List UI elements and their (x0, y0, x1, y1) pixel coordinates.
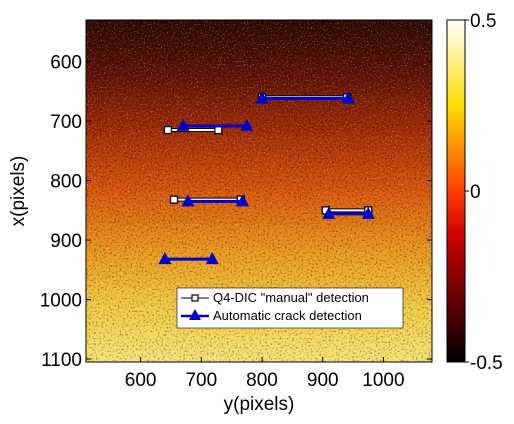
y-tick-label: 1100 (41, 350, 82, 371)
manual-crack-marker (169, 195, 179, 204)
x-tick-label: 600 (125, 370, 157, 391)
auto-crack-marker (158, 252, 172, 265)
y-axis-ticks: 600 700 800 900 1000 1100 (40, 53, 432, 371)
colorbar-tick-label: -0.5 (470, 353, 503, 374)
plot-frame (85, 19, 433, 363)
x-axis-ticks: 600 700 800 900 1000 (125, 20, 405, 391)
legend-auto-marker (189, 309, 201, 320)
legend-manual-marker (191, 294, 199, 302)
legend-manual-label: Q4-DIC "manual" detection (213, 290, 369, 305)
auto-crack-marker (255, 91, 269, 104)
auto-crack-marker (240, 118, 254, 131)
auto-crack-marker (205, 252, 219, 265)
x-tick-label: 900 (307, 370, 339, 391)
auto-crack-marker (361, 206, 375, 219)
y-tick-label: 900 (50, 231, 82, 252)
auto-crack-marker (322, 206, 336, 219)
legend: Q4-DIC "manual" detection Automatic crac… (176, 287, 404, 329)
x-tick-label: 1000 (362, 370, 404, 391)
colorbar-tick-label: 0 (470, 182, 481, 203)
auto-crack-marker (176, 118, 190, 131)
auto-crack-marker (341, 91, 355, 104)
x-tick-label: 700 (185, 370, 217, 391)
x-axis-label: y(pixels) (224, 394, 295, 415)
colorbar-tick-label: 0.5 (470, 11, 496, 32)
colorbar-gradient (446, 19, 466, 363)
auto-crack-marker (236, 194, 250, 207)
manual-crack-marker (214, 125, 223, 135)
colorbar-ticks: 0.5 0 -0.5 (465, 11, 503, 374)
manual-crack-marker (163, 125, 173, 135)
y-tick-label: 700 (50, 112, 82, 133)
y-tick-label: 1000 (40, 291, 82, 312)
heatmap-area (86, 20, 432, 362)
x-tick-label: 800 (246, 370, 278, 391)
legend-auto-label: Automatic crack detection (213, 308, 362, 323)
colorbar: 0.5 0 -0.5 (446, 11, 503, 374)
y-tick-label: 800 (50, 172, 82, 193)
legend-box (176, 287, 404, 329)
y-tick-label: 600 (50, 53, 82, 74)
auto-crack-marker (181, 194, 195, 207)
crack-series (158, 91, 375, 265)
y-axis-label: x(pixels) (8, 156, 29, 227)
